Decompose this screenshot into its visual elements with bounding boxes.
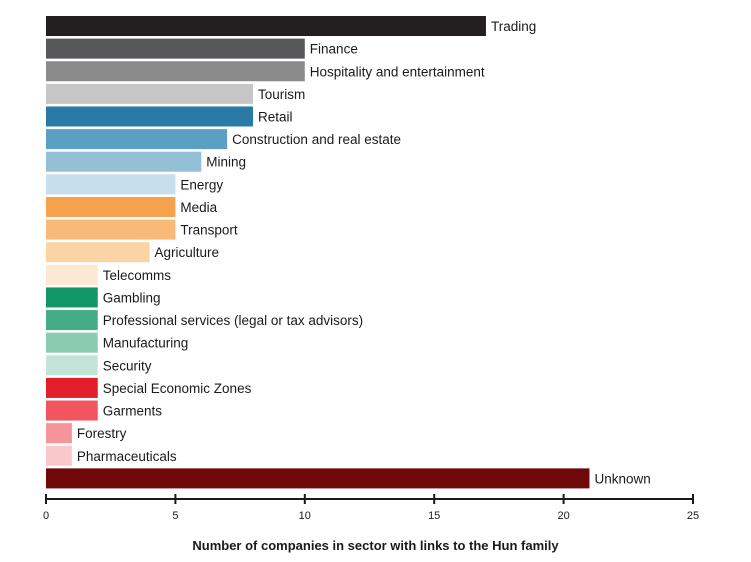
x-tick-label-20: 20: [557, 510, 569, 522]
bar-construction-and-real-estate: [46, 129, 228, 150]
bar-media: [46, 196, 176, 217]
bar-label-construction-and-real-estate: Construction and real estate: [232, 132, 401, 147]
bar-gambling: [46, 287, 98, 308]
bar-label-energy: Energy: [180, 177, 223, 192]
bar-label-gambling: Gambling: [103, 290, 161, 305]
bar-label-tourism: Tourism: [258, 87, 305, 102]
bar-label-forestry: Forestry: [77, 426, 127, 441]
bar-label-unknown: Unknown: [594, 471, 650, 486]
bar-manufacturing: [46, 332, 98, 353]
bar-label-telecomms: Telecomms: [103, 268, 172, 283]
bar-professional-services-legal-or-tax-advisors: [46, 310, 98, 331]
bar-agriculture: [46, 242, 150, 263]
x-tick-label-10: 10: [299, 510, 311, 522]
bar-label-transport: Transport: [180, 223, 238, 238]
bar-telecomms: [46, 264, 98, 285]
bar-label-security: Security: [103, 358, 152, 373]
bar-tourism: [46, 83, 254, 104]
x-tick-label-25: 25: [687, 510, 699, 522]
bar-label-manufacturing: Manufacturing: [103, 336, 189, 351]
bar-forestry: [46, 423, 72, 444]
bar-label-mining: Mining: [206, 155, 246, 170]
bar-retail: [46, 106, 254, 127]
bar-label-garments: Garments: [103, 404, 163, 419]
x-tick-label-0: 0: [43, 510, 49, 522]
bar-finance: [46, 38, 305, 59]
bar-hospitality-and-entertainment: [46, 61, 305, 82]
bar-unknown: [46, 468, 590, 489]
bar-label-media: Media: [180, 200, 217, 215]
bar-security: [46, 355, 98, 376]
bar-label-hospitality-and-entertainment: Hospitality and entertainment: [310, 64, 485, 79]
bar-garments: [46, 400, 98, 421]
bar-label-special-economic-zones: Special Economic Zones: [103, 381, 252, 396]
bar-special-economic-zones: [46, 377, 98, 398]
bar-label-professional-services-legal-or-tax-advisors: Professional services (legal or tax advi…: [103, 313, 363, 328]
bar-energy: [46, 174, 176, 195]
bar-label-finance: Finance: [310, 42, 358, 57]
bar-transport: [46, 219, 176, 240]
bar-label-agriculture: Agriculture: [155, 245, 220, 260]
x-tick-label-15: 15: [428, 510, 440, 522]
bar-label-pharmaceuticals: Pharmaceuticals: [77, 449, 177, 464]
x-tick-label-5: 5: [172, 510, 178, 522]
bar-label-trading: Trading: [491, 19, 536, 34]
bar-label-retail: Retail: [258, 109, 293, 124]
bar-trading: [46, 16, 486, 37]
bar-pharmaceuticals: [46, 445, 72, 466]
bar-mining: [46, 151, 202, 172]
x-axis-label: Number of companies in sector with links…: [192, 538, 559, 553]
